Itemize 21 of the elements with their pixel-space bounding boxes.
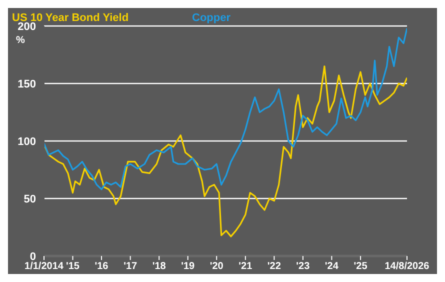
x-tick-label: 1/1/2014 — [24, 261, 64, 272]
x-tick-label: '15 — [66, 261, 80, 272]
y-tick-label: 100 — [18, 136, 36, 148]
x-tick-label: '16 — [94, 261, 109, 272]
y-axis-title: % — [16, 35, 25, 46]
text: Copper — [192, 12, 230, 24]
x-tick-label: '19 — [181, 261, 196, 272]
y-tick-label: 0 — [30, 250, 36, 263]
line-series — [44, 28, 407, 190]
x-tick-label: 14/8/2026 — [384, 261, 430, 272]
x-tick-label: '20 — [210, 261, 224, 272]
line-series — [44, 65, 407, 238]
x-tick-label: '18 — [152, 261, 166, 272]
x-tick-label: '17 — [124, 261, 138, 272]
x-tick-label: '21 — [238, 261, 253, 272]
x-tick-label: '22 — [267, 261, 282, 272]
y-tick-label: 50 — [24, 193, 36, 206]
y-tick-label: 150 — [18, 78, 36, 90]
x-tick-label: '23 — [296, 261, 310, 272]
x-tick-label: '24 — [324, 261, 339, 272]
x-tick-label: '25 — [354, 261, 368, 272]
